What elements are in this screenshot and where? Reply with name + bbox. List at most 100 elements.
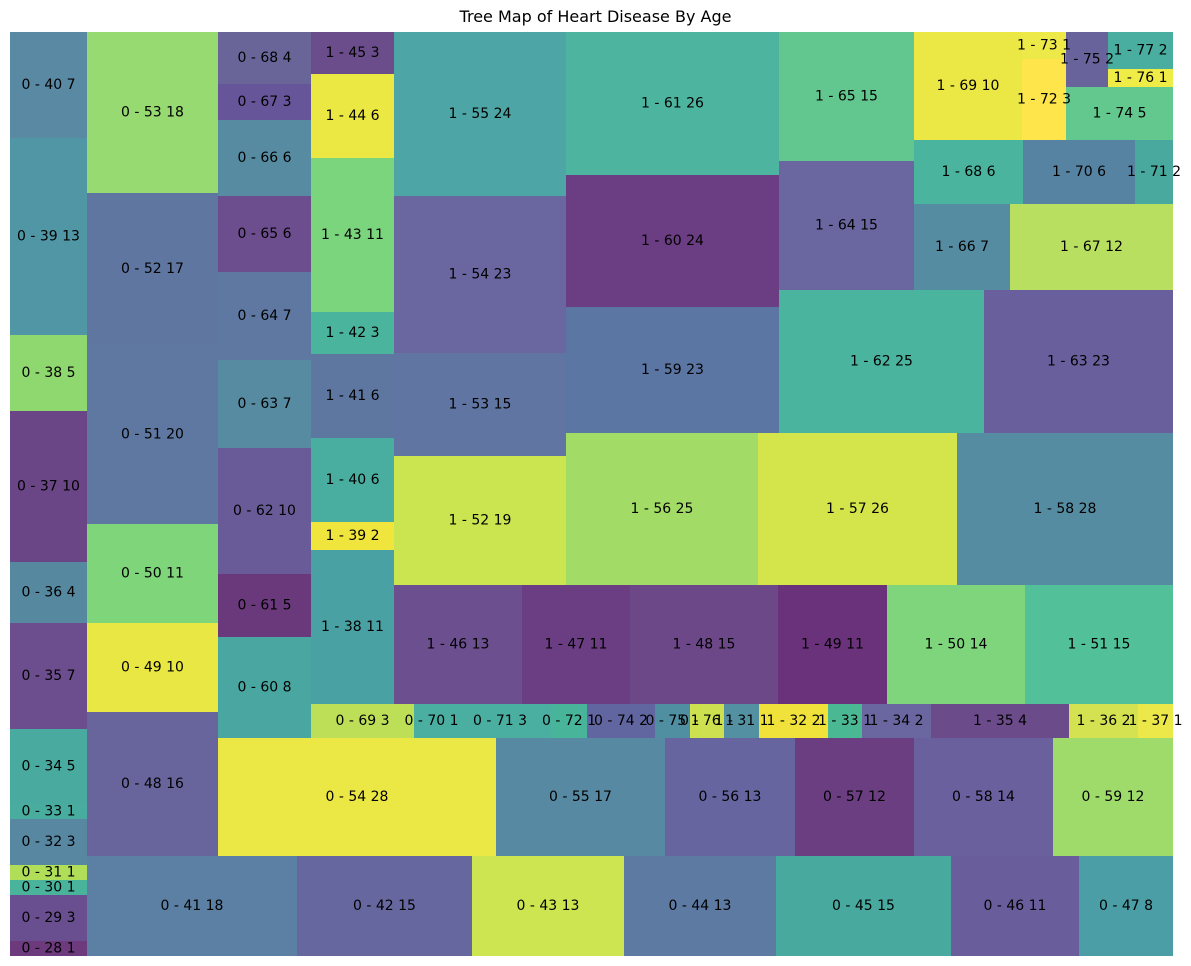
treemap-cell-1-37	[1138, 704, 1173, 738]
treemap-cell-label-1-42: 1 - 42 3	[325, 325, 379, 341]
treemap-cell-1-77	[1108, 32, 1173, 69]
treemap-cell-1-72	[1022, 59, 1066, 140]
treemap-cell-1-68	[914, 140, 1023, 204]
treemap-cell-label-1-40: 1 - 40 6	[325, 472, 379, 488]
treemap-cell-label-1-44: 1 - 44 6	[325, 108, 379, 124]
treemap-cell-0-57	[795, 738, 914, 856]
treemap-cell-label-1-47: 1 - 47 11	[545, 637, 608, 653]
treemap-cell-label-1-43: 1 - 43 11	[321, 227, 384, 243]
treemap-cell-label-0-46: 0 - 46 11	[984, 898, 1047, 914]
treemap-cell-0-43	[472, 856, 624, 956]
treemap-cell-label-0-40: 0 - 40 7	[21, 77, 75, 93]
treemap-cell-label-1-55: 1 - 55 24	[449, 106, 512, 122]
treemap-cell-label-1-49: 1 - 49 11	[801, 637, 864, 653]
treemap-cell-label-0-31: 0 - 31 1	[21, 865, 75, 881]
treemap-cell-label-1-76: 1 - 76 1	[1113, 70, 1167, 86]
treemap-cell-label-1-39: 1 - 39 2	[325, 528, 379, 544]
treemap-cell-label-0-66: 0 - 66 6	[237, 150, 291, 166]
treemap-cell-1-35	[931, 704, 1069, 738]
treemap-cell-label-0-32: 0 - 32 3	[21, 834, 75, 850]
treemap-cell-0-50	[87, 524, 218, 623]
treemap-cell-0-42	[297, 856, 472, 956]
treemap-cell-0-62	[218, 448, 311, 574]
treemap-cell-1-57	[758, 433, 957, 585]
treemap-cell-1-61	[566, 32, 779, 175]
treemap-cell-label-0-54: 0 - 54 28	[326, 789, 389, 805]
treemap-cell-1-63	[984, 290, 1173, 433]
treemap-cell-label-1-52: 1 - 52 19	[449, 513, 512, 529]
treemap-cell-label-0-68: 0 - 68 4	[237, 50, 291, 66]
treemap-cell-label-0-48: 0 - 48 16	[121, 776, 184, 792]
treemap-cell-label-0-56: 0 - 56 13	[699, 789, 762, 805]
treemap-cell-0-74	[587, 704, 655, 738]
treemap-cell-label-1-56: 1 - 56 25	[631, 501, 694, 517]
treemap-cell-0-46	[951, 856, 1079, 956]
treemap-cell-label-1-66: 1 - 66 7	[935, 239, 989, 255]
treemap-cell-0-64	[218, 272, 311, 360]
treemap-cell-label-1-69: 1 - 69 10	[937, 78, 1000, 94]
treemap-cell-0-39	[10, 138, 87, 335]
treemap-cell-label-0-70: 0 - 70 1	[404, 713, 458, 729]
treemap-cell-0-32	[10, 819, 87, 865]
treemap-cell-label-0-60: 0 - 60 8	[237, 680, 291, 696]
treemap-cell-1-56	[566, 433, 758, 585]
treemap-cell-0-29	[10, 895, 87, 941]
treemap-cell-0-52	[87, 193, 218, 345]
treemap-cell-label-0-61: 0 - 61 5	[237, 598, 291, 614]
treemap-cell-0-53	[87, 32, 218, 193]
treemap-cell-0-44	[624, 856, 776, 956]
treemap-cell-1-41	[311, 354, 394, 438]
treemap-cell-0-31	[10, 865, 87, 880]
treemap-cell-label-1-57: 1 - 57 26	[826, 501, 889, 517]
treemap-cell-label-1-41: 1 - 41 6	[325, 388, 379, 404]
treemap-cell-0-28	[10, 941, 87, 956]
treemap-cell-0-60	[218, 637, 311, 738]
treemap-cell-label-1-59: 1 - 59 23	[641, 362, 704, 378]
treemap-cell-0-63	[218, 360, 311, 448]
treemap-cell-label-1-72: 1 - 72 3	[1017, 92, 1071, 108]
treemap-cell-label-1-33: 1 - 33 1	[818, 713, 872, 729]
treemap-cell-0-72	[551, 704, 587, 738]
treemap-cell-label-0-63: 0 - 63 7	[237, 396, 291, 412]
treemap-cell-label-1-48: 1 - 48 15	[673, 637, 736, 653]
treemap-cell-0-30	[10, 880, 87, 895]
treemap-cell-1-34	[862, 704, 931, 738]
treemap-cell-1-58	[957, 433, 1173, 585]
treemap-cell-0-49	[87, 623, 218, 712]
treemap-cell-0-45	[776, 856, 951, 956]
treemap-cell-label-0-41: 0 - 41 18	[161, 898, 224, 914]
treemap-cell-label-1-71: 1 - 71 2	[1127, 164, 1181, 180]
treemap-cell-label-1-63: 1 - 63 23	[1047, 354, 1110, 370]
treemap-cell-label-1-75: 1 - 75 2	[1060, 52, 1114, 68]
treemap-cell-1-33	[828, 704, 862, 738]
treemap-cell-0-34	[10, 729, 87, 804]
treemap-cell-label-0-35: 0 - 35 7	[21, 668, 75, 684]
treemap-cell-label-1-67: 1 - 67 12	[1060, 239, 1123, 255]
treemap-cell-1-67	[1010, 204, 1173, 290]
treemap-cell-label-0-67: 0 - 67 3	[237, 94, 291, 110]
treemap-cell-1-32	[759, 704, 828, 738]
treemap-cell-0-68	[218, 32, 311, 84]
treemap-cell-1-44	[311, 74, 394, 158]
treemap-cell-label-0-52: 0 - 52 17	[121, 261, 184, 277]
treemap-cell-label-1-54: 1 - 54 23	[449, 267, 512, 283]
treemap-cell-label-1-74: 1 - 74 5	[1092, 106, 1146, 122]
treemap-cell-label-1-62: 1 - 62 25	[850, 354, 913, 370]
treemap-cell-0-51	[87, 345, 218, 524]
treemap-cell-label-0-37: 0 - 37 10	[17, 479, 80, 495]
treemap-cell-0-65	[218, 196, 311, 272]
treemap-cell-1-74	[1066, 87, 1173, 140]
treemap-cell-1-66	[914, 204, 1010, 290]
treemap-cell-1-64	[779, 161, 914, 290]
treemap-cell-1-65	[779, 32, 914, 161]
treemap-cell-1-54	[394, 196, 566, 353]
treemap-cell-1-46	[394, 585, 522, 704]
treemap-cell-0-61	[218, 574, 311, 637]
treemap-cell-label-1-38: 1 - 38 11	[321, 619, 384, 635]
treemap-cell-0-58	[914, 738, 1053, 856]
treemap-cell-label-1-58: 1 - 58 28	[1034, 501, 1097, 517]
treemap-cell-label-0-34: 0 - 34 5	[21, 759, 75, 775]
treemap-cell-1-62	[779, 290, 984, 433]
treemap-cell-1-69	[914, 32, 1022, 140]
